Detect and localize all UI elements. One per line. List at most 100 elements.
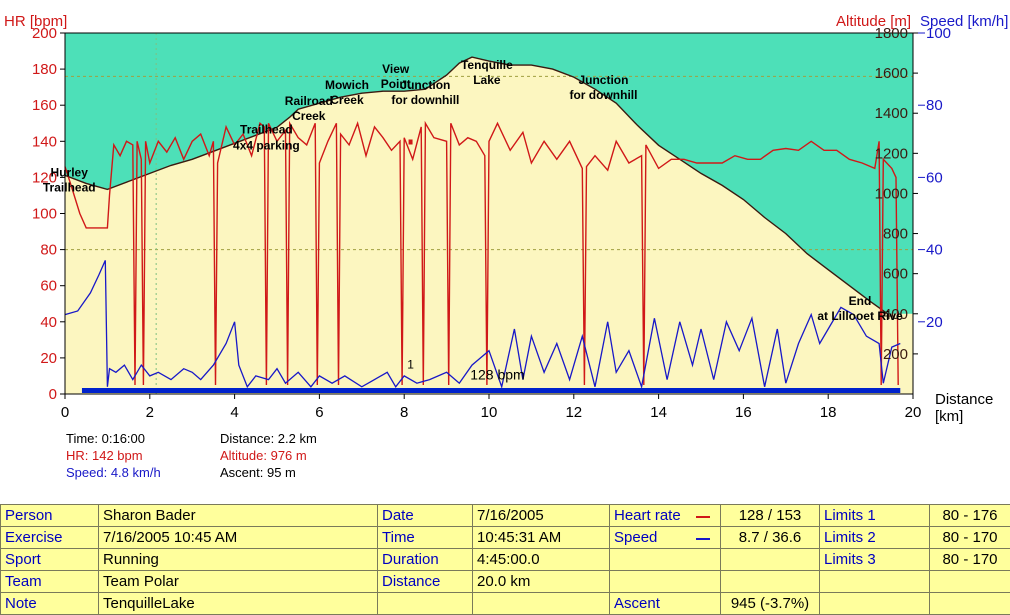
summary-label: Date	[378, 505, 473, 527]
speed-legend-swatch	[696, 538, 710, 540]
summary-value: 7/16/2005 10:45 AM	[99, 527, 378, 549]
summary-label	[820, 593, 930, 615]
speed-tick-label: 40	[926, 242, 943, 259]
summary-value: 8.7 / 36.6	[721, 527, 820, 549]
summary-label	[820, 571, 930, 593]
x-tick-label: 0	[61, 404, 69, 421]
waypoint-label: Trailhead	[240, 122, 293, 136]
summary-value	[930, 571, 1010, 593]
hr-tick-label: 80	[40, 242, 57, 259]
cursor-readout-left: Time: 0:16:00 HR: 142 bpm Speed: 4.8 km/…	[66, 430, 161, 481]
average-hr-label: 128 bpm	[470, 367, 524, 383]
summary-label	[610, 549, 721, 571]
summary-label: Time	[378, 527, 473, 549]
hr-tick-label: 100	[32, 206, 57, 223]
waypoint-label: Tenquille	[461, 58, 513, 72]
readout-altitude: Altitude: 976 m	[220, 447, 317, 464]
summary-label: Person	[1, 505, 99, 527]
lap-marker-label: 1	[407, 358, 414, 372]
speed-tick-label: 60	[926, 169, 943, 186]
altitude-tick-label: 1400	[875, 105, 908, 122]
summary-value: Running	[99, 549, 378, 571]
hr-legend-swatch	[696, 516, 710, 518]
readout-time: Time: 0:16:00	[66, 430, 161, 447]
summary-value: 4:45:00.0	[473, 549, 610, 571]
hr-tick-label: 0	[49, 386, 57, 403]
summary-label: Speed	[610, 527, 721, 549]
summary-label: Team	[1, 571, 99, 593]
x-tick-label: 10	[481, 404, 498, 421]
waypoint-label: End	[849, 294, 872, 308]
summary-value: 128 / 153	[721, 505, 820, 527]
hr-spike-marker	[409, 139, 413, 144]
waypoint-label: Mowich	[325, 78, 369, 92]
hr-axis-title: HR [bpm]	[4, 13, 67, 30]
x-tick-label: 18	[820, 404, 837, 421]
x-axis-title: Distance	[935, 391, 993, 408]
waypoint-label: Junction	[578, 73, 628, 87]
x-tick-label: 4	[230, 404, 238, 421]
summary-value	[721, 549, 820, 571]
summary-label: Duration	[378, 549, 473, 571]
speed-tick-label: 20	[926, 314, 943, 331]
summary-value	[721, 571, 820, 593]
summary-label: Limits 2	[820, 527, 930, 549]
x-axis-unit: [km]	[935, 408, 963, 425]
summary-value: Sharon Bader	[99, 505, 378, 527]
summary-label	[610, 571, 721, 593]
x-tick-label: 12	[565, 404, 582, 421]
x-tick-label: 8	[400, 404, 408, 421]
x-tick-label: 2	[146, 404, 154, 421]
summary-label: Distance	[378, 571, 473, 593]
readout-speed: Speed: 4.8 km/h	[66, 464, 161, 481]
waypoint-label: Creek	[292, 109, 326, 123]
readout-ascent: Ascent: 95 m	[220, 464, 317, 481]
summary-value: 80 - 170	[930, 527, 1010, 549]
altitude-tick-label: 600	[883, 266, 908, 283]
readout-hr: HR: 142 bpm	[66, 447, 161, 464]
hr-zone-bar	[82, 388, 900, 393]
summary-value: 80 - 176	[930, 505, 1010, 527]
cursor-readout-right: Distance: 2.2 km Altitude: 976 m Ascent:…	[220, 430, 317, 481]
summary-value: 10:45:31 AM	[473, 527, 610, 549]
waypoint-label: Lake	[473, 73, 501, 87]
summary-value: TenquilleLake	[99, 593, 378, 615]
summary-label: Limits 1	[820, 505, 930, 527]
waypoint-label: at Lillooet Rive	[817, 309, 903, 323]
waypoint-label: Creek	[330, 93, 364, 107]
hr-tick-label: 20	[40, 350, 57, 367]
summary-value: 20.0 km	[473, 571, 610, 593]
summary-value: 7/16/2005	[473, 505, 610, 527]
waypoint-label: Junction	[400, 78, 450, 92]
speed-tick-label: 80	[926, 97, 943, 114]
waypoint-label: for downhill	[391, 93, 459, 107]
exercise-chart: 0204060801001201401601802002004006008001…	[0, 0, 1010, 500]
summary-value: Team Polar	[99, 571, 378, 593]
hr-tick-label: 40	[40, 314, 57, 331]
waypoint-label: Hurley	[51, 165, 89, 179]
readout-distance: Distance: 2.2 km	[220, 430, 317, 447]
hr-tick-label: 60	[40, 278, 57, 295]
x-tick-label: 20	[905, 404, 922, 421]
summary-label: Heart rate	[610, 505, 721, 527]
altitude-axis-title: Altitude [m]	[836, 13, 911, 30]
altitude-tick-label: 800	[883, 226, 908, 243]
altitude-tick-label: 200	[883, 346, 908, 363]
x-tick-label: 16	[735, 404, 752, 421]
summary-label: Sport	[1, 549, 99, 571]
altitude-tick-label: 1000	[875, 185, 908, 202]
hr-tick-label: 140	[32, 133, 57, 150]
summary-label	[378, 593, 473, 615]
waypoint-label: for downhill	[569, 88, 637, 102]
hr-tick-label: 160	[32, 97, 57, 114]
summary-label: Limits 3	[820, 549, 930, 571]
hr-tick-label: 180	[32, 61, 57, 78]
summary-label: Exercise	[1, 527, 99, 549]
x-tick-label: 14	[650, 404, 667, 421]
summary-value	[930, 593, 1010, 615]
